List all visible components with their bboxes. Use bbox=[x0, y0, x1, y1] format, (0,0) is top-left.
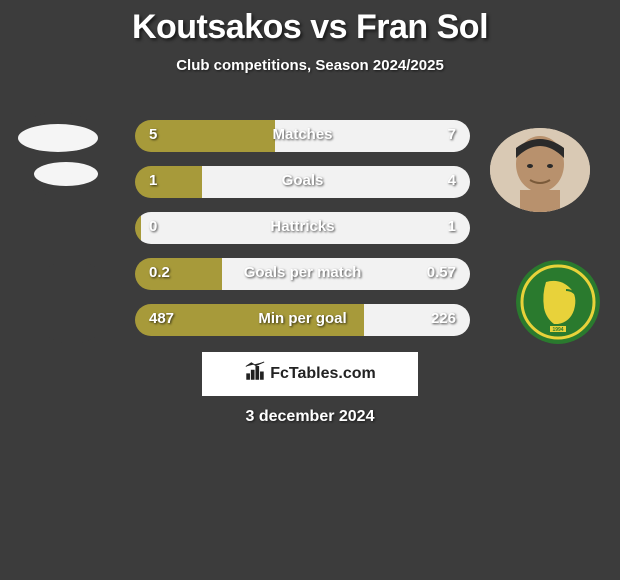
stat-value-right: 4 bbox=[434, 166, 470, 198]
stat-label: Goals bbox=[135, 166, 470, 198]
stat-label: Hattricks bbox=[135, 212, 470, 244]
stat-row: 487 Min per goal 226 bbox=[135, 304, 470, 336]
date-label: 3 december 2024 bbox=[0, 408, 620, 426]
stat-value-left: 5 bbox=[135, 120, 171, 152]
page-title: Koutsakos vs Fran Sol bbox=[0, 0, 620, 47]
stat-row: 0 Hattricks 1 bbox=[135, 212, 470, 244]
stat-value-right: 1 bbox=[434, 212, 470, 244]
svg-text:1994: 1994 bbox=[552, 327, 563, 333]
subtitle: Club competitions, Season 2024/2025 bbox=[0, 57, 620, 74]
stat-value-left: 487 bbox=[135, 304, 188, 336]
stat-value-right: 226 bbox=[417, 304, 470, 336]
stat-value-left: 1 bbox=[135, 166, 171, 198]
player-left-club-badge bbox=[30, 260, 114, 344]
stat-value-left: 0 bbox=[135, 212, 171, 244]
stat-value-left: 0.2 bbox=[135, 258, 184, 290]
player-left-portrait bbox=[8, 112, 108, 196]
stat-row: 1 Goals 4 bbox=[135, 166, 470, 198]
stat-value-right: 0.57 bbox=[413, 258, 470, 290]
stats-container: 5 Matches 7 1 Goals 4 0 Hattricks 1 0.2 … bbox=[135, 120, 470, 350]
stat-value-right: 7 bbox=[434, 120, 470, 152]
stat-row: 0.2 Goals per match 0.57 bbox=[135, 258, 470, 290]
player-right-club-badge: 1994 bbox=[516, 260, 600, 344]
branding-badge: FcTables.com bbox=[202, 352, 418, 396]
stat-label: Matches bbox=[135, 120, 470, 152]
branding-text: FcTables.com bbox=[270, 365, 376, 383]
player-right-portrait bbox=[490, 128, 590, 212]
chart-icon bbox=[244, 361, 266, 388]
stat-row: 5 Matches 7 bbox=[135, 120, 470, 152]
